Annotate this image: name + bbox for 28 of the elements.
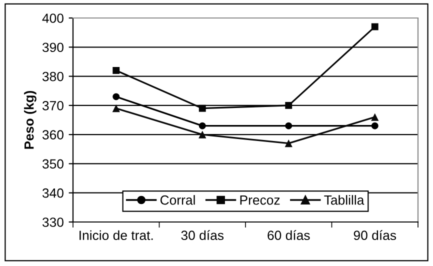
point: [284, 139, 292, 148]
legend-label: Corral: [160, 195, 195, 205]
legend-label: Precoz: [240, 196, 280, 205]
point: [198, 104, 206, 112]
point: [112, 93, 120, 100]
point: [371, 23, 378, 30]
point: [112, 66, 120, 74]
y-tick-label: 330: [42, 218, 64, 227]
y-tick-label: 400: [42, 14, 64, 23]
point: [112, 104, 120, 112]
y-tick-label: 340: [42, 188, 64, 198]
point: [371, 113, 379, 121]
point: [198, 130, 206, 138]
y-tick-label: 380: [42, 72, 64, 82]
x-tick-label: Inicio de trat.: [80, 230, 153, 240]
point: [198, 122, 206, 130]
x-tick-label: 60 días: [268, 230, 310, 240]
y-axis-title: Peso (kg): [24, 90, 36, 149]
y-tick-label: 350: [42, 159, 64, 169]
x-tick-label: 90 días: [354, 230, 396, 240]
y-tick-label: 360: [42, 130, 64, 140]
point: [285, 122, 292, 130]
legend-label: Tablilla: [324, 195, 364, 205]
y-tick-label: 390: [42, 42, 64, 52]
x-tick-label: 30 días: [181, 230, 224, 240]
y-tick-label: 370: [42, 100, 64, 110]
point: [285, 102, 292, 109]
point: [371, 122, 378, 130]
